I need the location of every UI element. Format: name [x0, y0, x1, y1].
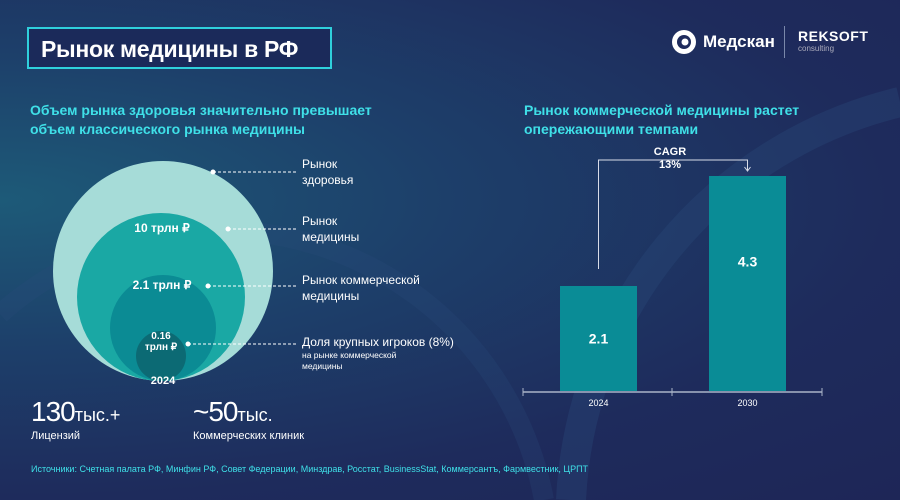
- cagr-value: 13%: [658, 159, 682, 171]
- label-commercial-market: Рынок коммерческой медицины: [302, 272, 420, 304]
- circles-year: 2024: [150, 375, 176, 387]
- medscan-logo-text: Медскан: [703, 32, 775, 51]
- page-title-box: Рынок медицины в РФ: [27, 27, 332, 69]
- label-major-players: Доля крупных игроков (8%) на рынке комме…: [302, 334, 454, 372]
- page-title: Рынок медицины в РФ: [41, 36, 299, 62]
- cagr-label: CAGR: [653, 146, 687, 158]
- reksoft-logo: REKSOFT consulting: [798, 28, 868, 53]
- leader-dots: [185, 169, 231, 347]
- bar-value-label: 2.1: [589, 331, 609, 347]
- bar-value-label: 4.3: [738, 254, 758, 270]
- x-tick-label: 2030: [737, 398, 757, 408]
- label-line: медицины: [302, 361, 343, 371]
- label-line: Рынок: [302, 157, 338, 171]
- right-subtitle: Рынок коммерческой медицины растет опере…: [524, 101, 799, 139]
- stat-unit: тыс.: [74, 405, 110, 425]
- cagr-arrow-icon: [744, 166, 751, 172]
- label-line: здоровья: [302, 173, 354, 187]
- label-medicine-market: Рынок медицины: [302, 213, 359, 245]
- x-tick-label: 2024: [588, 398, 608, 408]
- stat-suffix: +: [109, 405, 121, 425]
- stat-number: 130: [31, 396, 76, 427]
- stat-label: Лицензий: [31, 430, 81, 442]
- background-arc: [556, 87, 900, 500]
- right-subtitle-line-2: опережающими темпами: [524, 121, 699, 137]
- label-line: Рынок коммерческой: [302, 273, 420, 287]
- reksoft-logo-text: REKSOFT: [798, 28, 869, 44]
- cagr-annotation: CAGR 13%: [620, 146, 720, 172]
- label-line: медицины: [302, 230, 360, 244]
- left-subtitle-line-1: Объем рынка здоровья значительно превыша…: [30, 102, 372, 118]
- label-health-market: Рынок здоровья: [302, 156, 353, 188]
- label-line: на рынке коммерческой: [302, 350, 397, 360]
- circle-major-players: [136, 331, 186, 381]
- label-line: медицины: [302, 289, 360, 303]
- major-players-value-unit: трлн ₽: [144, 342, 178, 353]
- cagr-bracket: [598, 159, 748, 269]
- leader-lines: [188, 171, 296, 345]
- logo-divider: [784, 26, 785, 58]
- medscan-logo-icon: [672, 30, 696, 54]
- sources-note: Источники: Счетная палата РФ, Минфин РФ,…: [31, 464, 589, 474]
- medicine-market-value: 10 трлн ₽: [134, 221, 190, 235]
- bar-2024: [560, 286, 637, 391]
- right-subtitle-line-1: Рынок коммерческой медицины растет: [524, 102, 800, 118]
- left-subtitle: Объем рынка здоровья значительно превыша…: [30, 101, 372, 139]
- stat-label: Коммерческих клиник: [193, 430, 305, 442]
- commercial-market-value: 2.1 трлн ₽: [132, 278, 192, 292]
- reksoft-logo-sub: consulting: [798, 44, 835, 53]
- left-subtitle-line-2: объем классического рынка медицины: [30, 121, 305, 137]
- medscan-logo: Медскан: [670, 28, 775, 56]
- major-players-value: 0.16 трлн ₽: [136, 331, 186, 353]
- stat-number: ~50: [193, 396, 238, 427]
- major-players-value-num: 0.16: [151, 331, 171, 342]
- bar-2030: [709, 176, 786, 391]
- label-line: Рынок: [302, 214, 338, 228]
- stat-unit: тыс.: [237, 405, 273, 425]
- label-line: Доля крупных игроков (8%): [302, 335, 454, 349]
- stat-licenses: 130тыс.+ Лицензий: [31, 396, 120, 442]
- stat-clinics: ~50тыс. Коммерческих клиник: [193, 396, 304, 442]
